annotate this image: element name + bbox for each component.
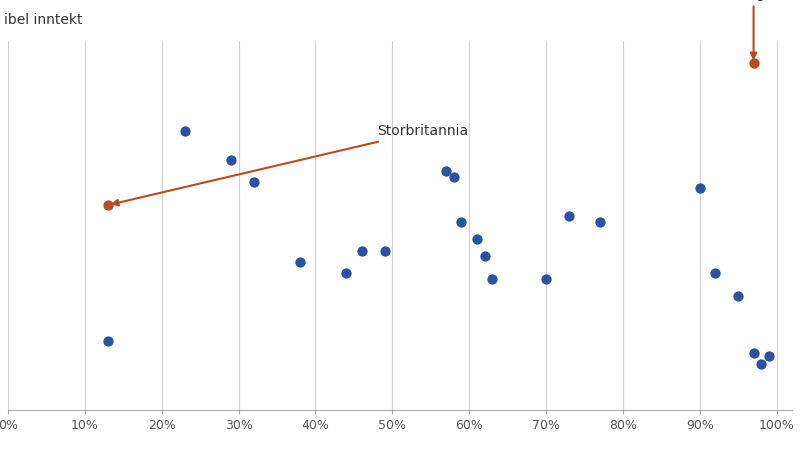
Point (540, 275, 553, 283)
Point (747, 349, 760, 356)
Point (102, 338, 114, 345)
Point (594, 219, 606, 226)
Point (294, 258, 306, 265)
Point (470, 236, 483, 243)
Point (709, 270, 722, 277)
Point (440, 167, 453, 175)
Point (225, 156, 238, 163)
Point (732, 292, 745, 300)
Point (755, 360, 768, 368)
Point (747, 59, 760, 67)
Point (178, 128, 191, 135)
Point (455, 219, 468, 226)
Point (694, 184, 706, 192)
Text: Norge: Norge (733, 0, 774, 58)
Point (340, 270, 353, 277)
Point (247, 179, 260, 186)
Text: Storbritannia: Storbritannia (113, 124, 468, 205)
Point (486, 275, 498, 283)
Text: ibel inntekt: ibel inntekt (4, 14, 82, 27)
Point (102, 202, 114, 209)
Point (762, 352, 775, 360)
Point (378, 247, 391, 254)
Point (478, 252, 491, 260)
Point (562, 213, 575, 220)
Point (355, 247, 368, 254)
Point (447, 173, 460, 180)
